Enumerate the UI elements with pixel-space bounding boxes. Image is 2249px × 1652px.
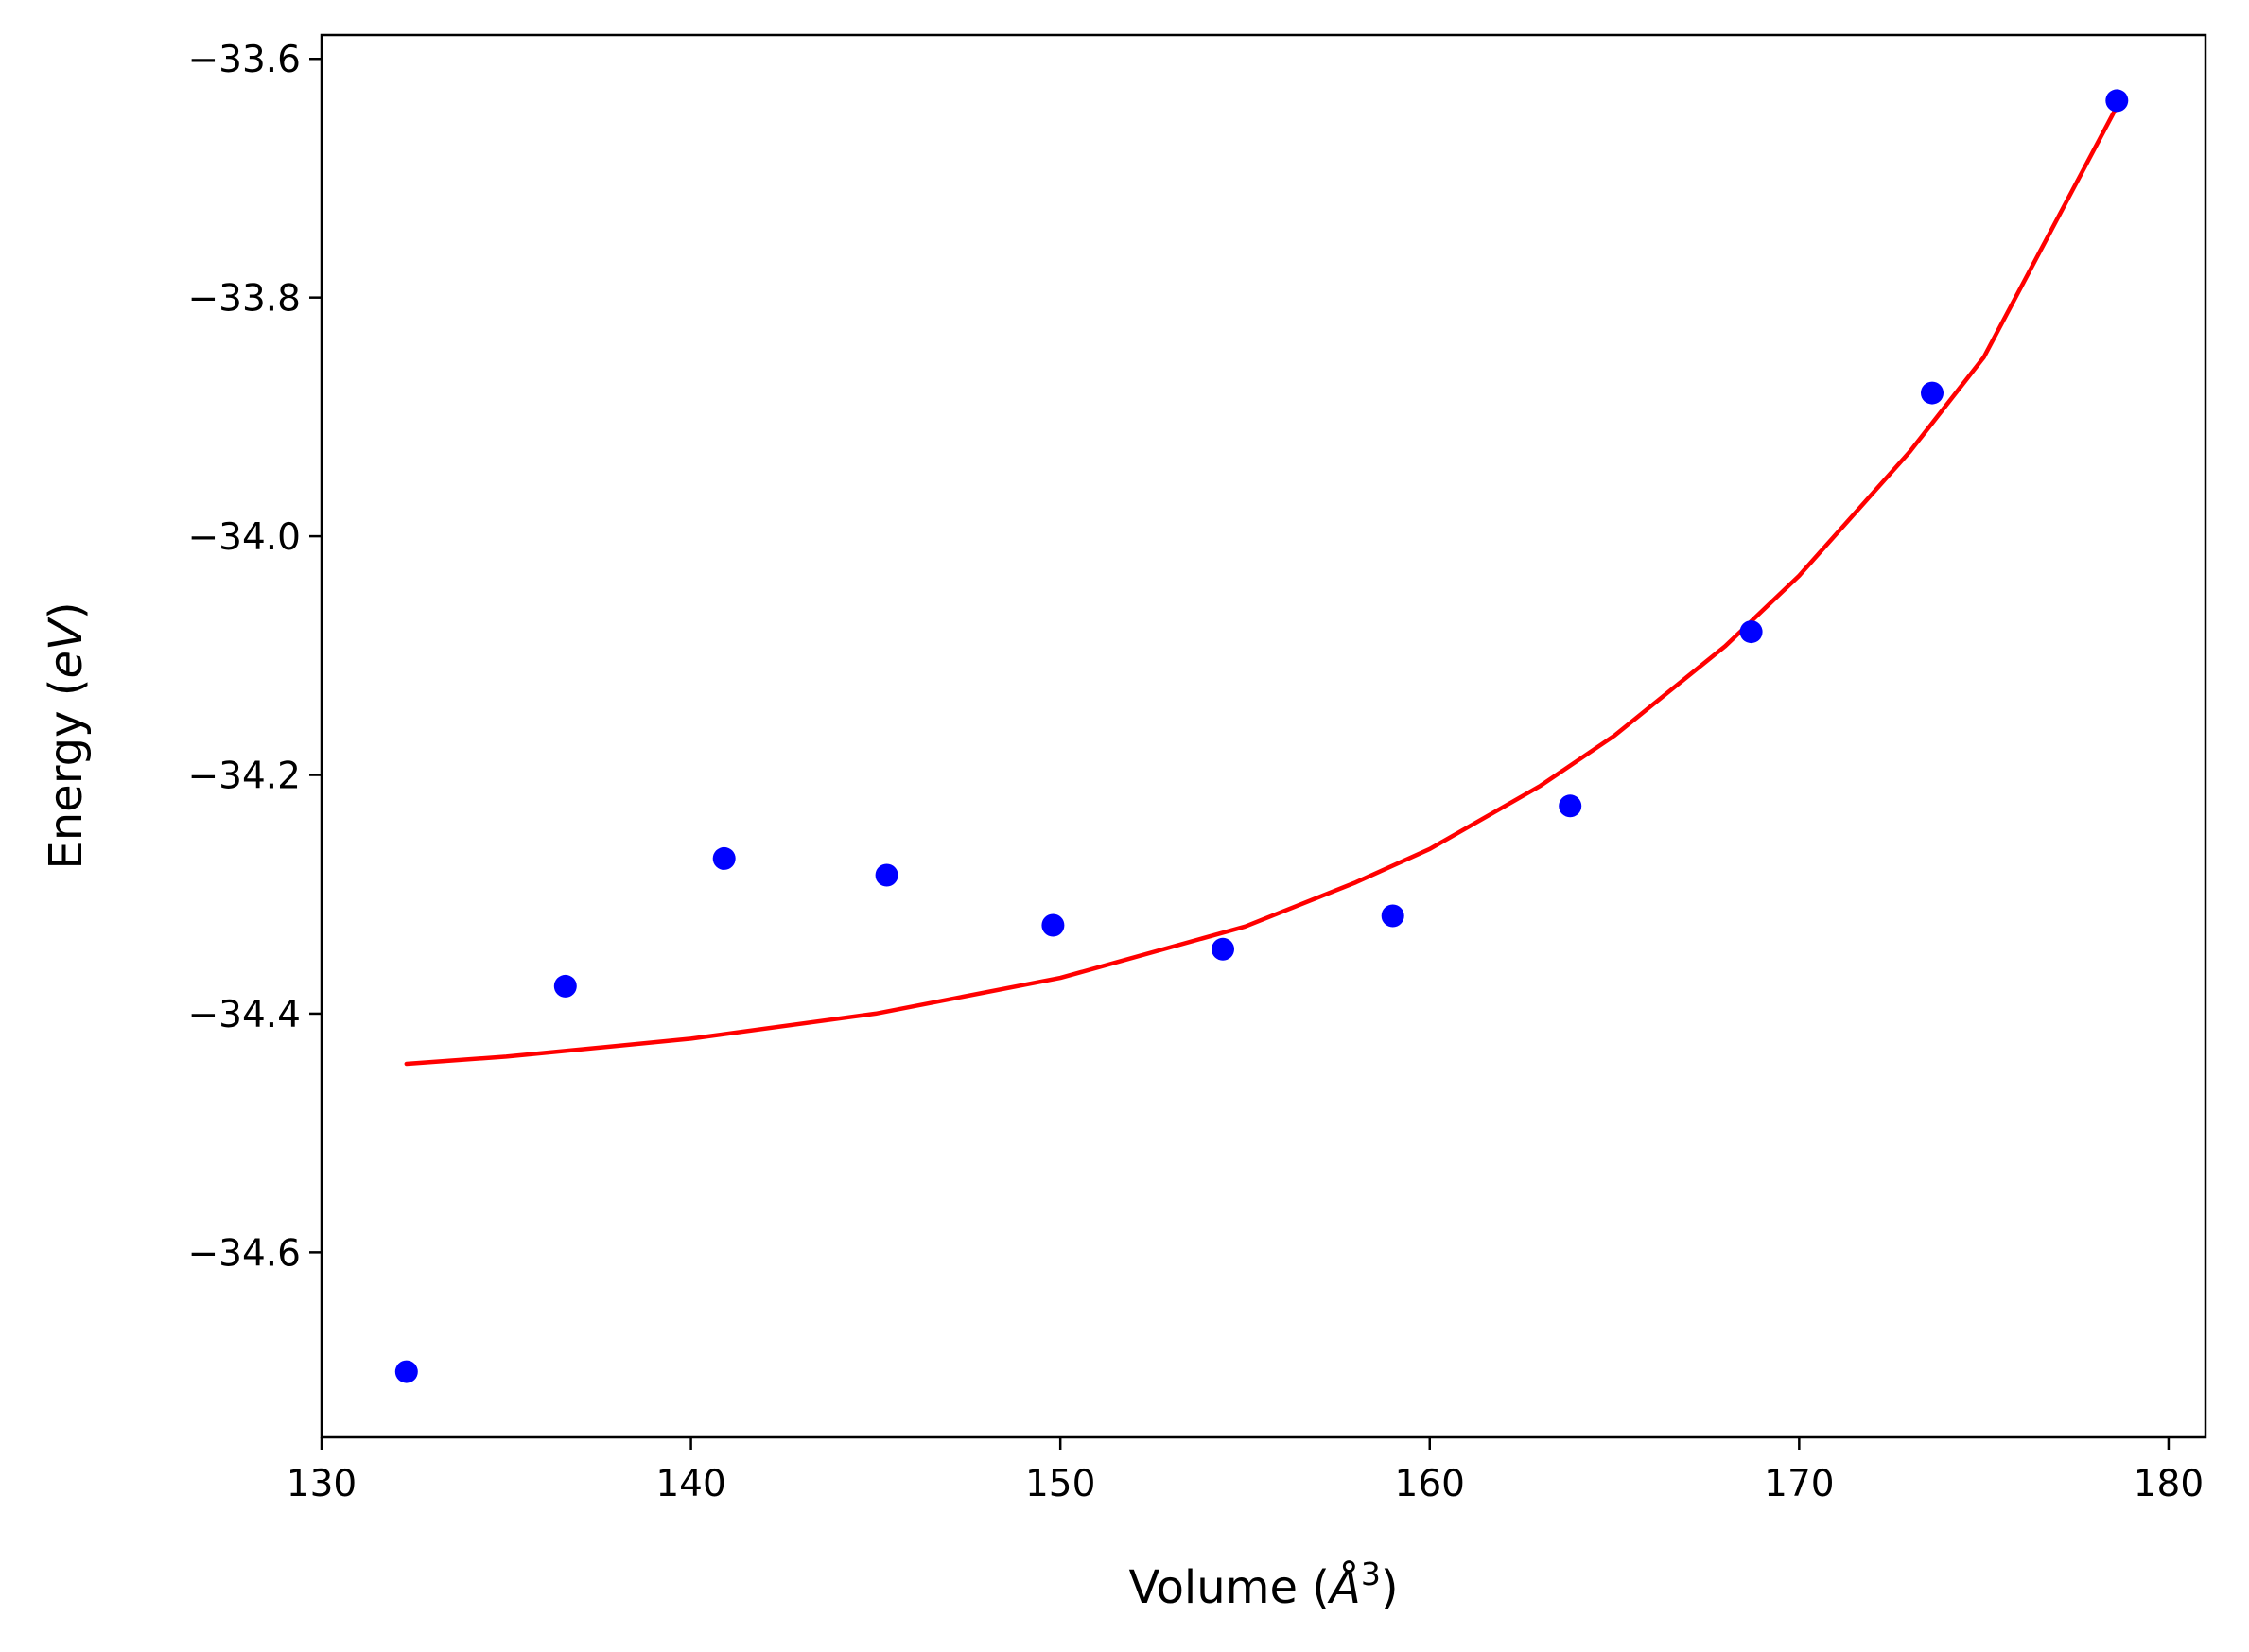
data-point [2105, 89, 2129, 113]
x-axis-title: Volume (Å3) [1128, 1556, 1398, 1614]
x-axis-title-symbol: Å [1327, 1560, 1361, 1614]
y-tick-label: −33.8 [187, 278, 301, 321]
x-tick-label: 170 [1764, 1463, 1834, 1505]
plot-frame [320, 33, 2207, 1439]
data-point [1739, 620, 1763, 644]
data-point [394, 1360, 418, 1383]
x-tick-label: 130 [287, 1463, 357, 1505]
y-axis-title-suffix: ) [40, 601, 93, 619]
data-point [1041, 913, 1065, 937]
x-tick-label: 180 [2134, 1463, 2204, 1505]
data-point [1559, 794, 1582, 818]
y-tick-label: −34.4 [187, 994, 301, 1036]
data-points [394, 89, 2129, 1383]
fit-curve [404, 104, 2119, 1067]
y-axis-title: Energy (eV) [40, 601, 93, 869]
y-tick-label: −34.6 [187, 1232, 301, 1275]
data-point [553, 974, 577, 998]
y-tick-label: −34.0 [187, 516, 301, 559]
y-axis-ticks: −33.6 −33.8 −34.0 −34.2 −34.4 −34.6 [187, 39, 322, 1275]
x-axis-title-exponent: 3 [1361, 1556, 1381, 1592]
data-point [712, 846, 736, 870]
x-axis-title-suffix: ) [1381, 1561, 1399, 1614]
data-point [1212, 937, 1234, 961]
x-tick-label: 150 [1025, 1463, 1095, 1505]
y-tick-label: −34.2 [187, 756, 301, 798]
x-tick-label: 160 [1395, 1463, 1465, 1505]
plot-area [322, 35, 2205, 1437]
data-point [1921, 381, 1944, 405]
x-axis-title-prefix: Volume ( [1128, 1561, 1330, 1614]
x-tick-label: 140 [655, 1463, 725, 1505]
x-axis-ticks: 130 140 150 160 170 180 [287, 1437, 2204, 1505]
data-point [1381, 904, 1404, 928]
y-axis-title-unit: eV [40, 617, 93, 679]
y-axis-title-prefix: Energy ( [40, 679, 93, 870]
y-tick-label: −33.6 [187, 39, 301, 81]
data-point [875, 863, 898, 887]
